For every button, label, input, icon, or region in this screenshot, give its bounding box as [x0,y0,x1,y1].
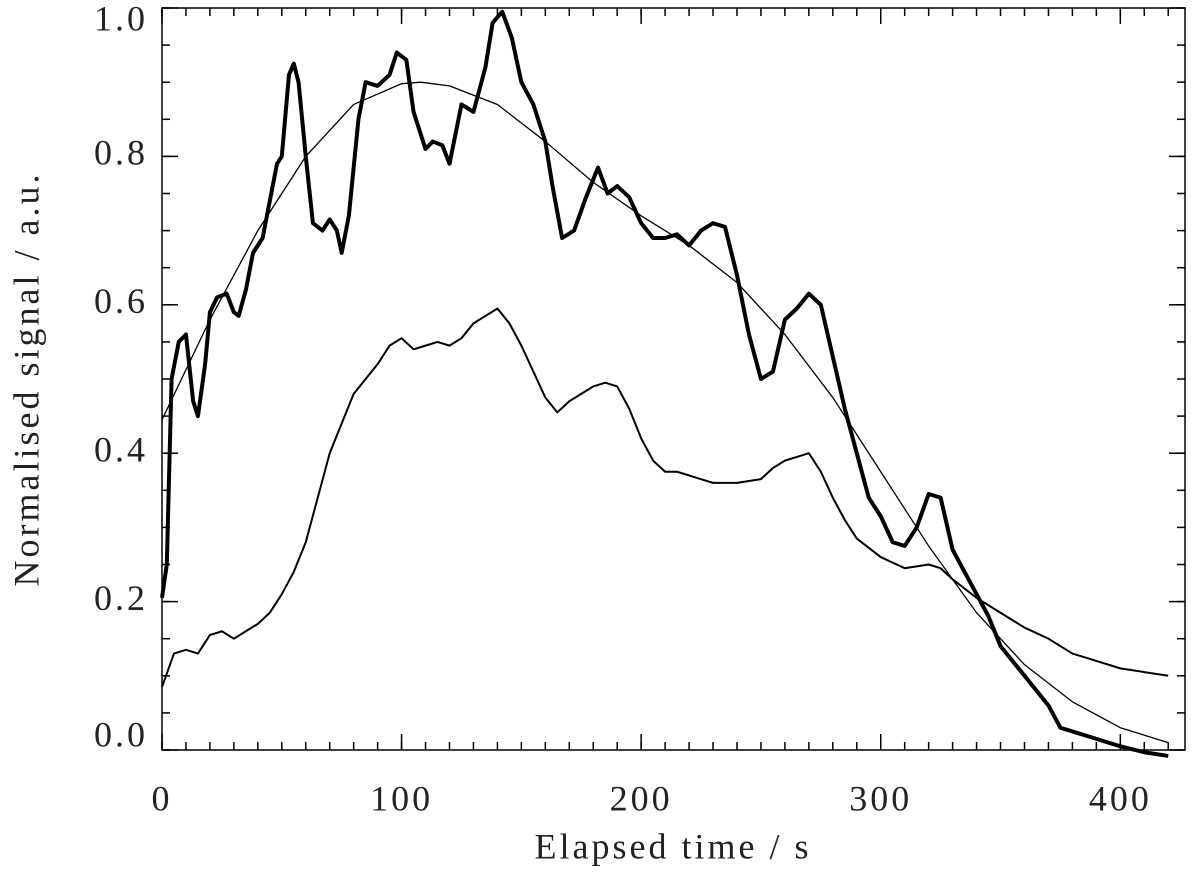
x-tick-label: 300 [849,778,912,818]
x-tick-label: 400 [1089,778,1152,818]
y-tick-label: 0.8 [94,133,148,173]
y-tick-label: 0.4 [94,429,148,469]
data-line [160,9,1169,758]
y-axis-label: Normalised signal / a.u. [6,172,46,587]
y-tick-label: 1.0 [94,0,148,38]
y-tick-label: 0.6 [94,281,148,321]
data-line [161,81,1169,744]
x-tick-label: 0 [152,778,173,818]
plot-frame [161,7,1186,751]
x-axis-label: Elapsed time / s [535,826,812,866]
data-line [161,307,1169,688]
y-tick-label: 0.2 [94,578,148,618]
x-tick-label: 200 [610,778,673,818]
y-tick-label: 0.0 [94,714,148,754]
x-tick-label: 100 [370,778,433,818]
